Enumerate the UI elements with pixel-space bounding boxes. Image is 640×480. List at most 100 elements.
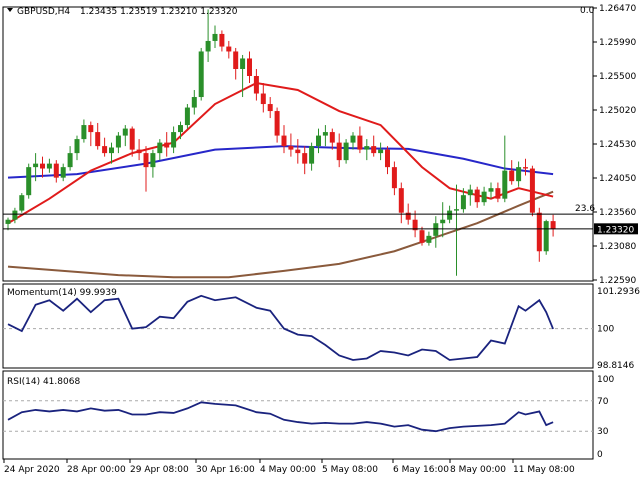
candle-body (19, 195, 25, 211)
candle (67, 146, 73, 171)
rsi-tick-30: 30 (597, 427, 609, 437)
candle (309, 142, 315, 171)
candle-body (316, 135, 321, 147)
candle (267, 97, 273, 119)
candle (164, 132, 170, 157)
symbol-label: GBPUSD,H4 (17, 7, 70, 17)
candle (233, 47, 239, 80)
candle-body (357, 135, 363, 150)
candle-body (447, 210, 453, 220)
candle (426, 231, 432, 246)
candle-body (136, 149, 142, 154)
current-price-box (594, 223, 638, 235)
price-tick-label: 1.23080 (599, 242, 636, 252)
candle-body (198, 51, 204, 98)
candle-body (233, 51, 239, 69)
candle (247, 51, 252, 84)
candle (343, 139, 349, 164)
candle (46, 158, 52, 173)
candle-body (322, 132, 328, 136)
current-price-label: 1.23320 (597, 225, 634, 235)
candle-body (67, 153, 73, 168)
price-pane[interactable]: 1.26470 1.25990 1.25500 1.25020 1.24530 1.240… (2, 4, 638, 286)
collapse-arrow-icon[interactable] (7, 8, 13, 12)
candle (529, 165, 535, 217)
candle-body (5, 219, 11, 224)
candle (329, 128, 335, 150)
candle (115, 132, 121, 154)
price-tick-label: 1.25020 (599, 106, 636, 116)
candle (440, 202, 446, 238)
time-tick-label: 24 Apr 2020 (4, 465, 60, 475)
candle-body (150, 153, 156, 168)
candle (295, 139, 301, 164)
candle (53, 160, 59, 183)
candle-body (74, 139, 80, 154)
price-tick-label: 1.25500 (599, 72, 636, 82)
rsi-line (7, 401, 554, 433)
candle (143, 146, 149, 192)
price-tick-label: 1.23560 (599, 208, 636, 218)
candle (205, 9, 211, 62)
candle-body (295, 149, 301, 154)
candle (433, 216, 439, 248)
momentum-tick-top: 101.2936 (597, 287, 640, 297)
candle (60, 163, 66, 182)
candle-body (33, 163, 39, 168)
candle-body (212, 33, 218, 41)
price-tick-label: 1.24050 (599, 174, 636, 184)
candle (385, 146, 390, 175)
candle (378, 142, 384, 161)
candle (33, 153, 39, 182)
candle-body (550, 221, 556, 229)
candle (364, 139, 370, 161)
time-tick-label: 28 Apr 00:00 (67, 465, 126, 475)
candle (391, 161, 397, 196)
rsi-tick-100: 100 (597, 375, 614, 385)
candle-body (95, 132, 101, 147)
candle-body (219, 33, 225, 47)
momentum-pane[interactable]: Momentum(14) 99.9939 101.2936 100 98.814… (2, 283, 640, 371)
candle-body (309, 146, 315, 164)
corner-value: 0.0 (580, 6, 595, 16)
candle (454, 184, 459, 276)
rsi-pane[interactable]: RSI(14) 41.8068 100 70 30 0 (2, 370, 614, 460)
candle-body (12, 210, 18, 220)
candle-body (454, 209, 459, 211)
candle (488, 182, 494, 199)
candle (157, 139, 163, 161)
candle (171, 126, 177, 154)
candle-body (364, 146, 370, 150)
candle-body (164, 142, 170, 148)
candle-body (267, 104, 273, 112)
rsi-tick-0: 0 (597, 450, 603, 460)
candle-body (60, 167, 66, 178)
price-tick-label: 1.24530 (599, 140, 636, 150)
price-tick-label: 1.26470 (599, 4, 636, 14)
sma-slow-line (7, 190, 554, 279)
candle-body (129, 128, 135, 150)
time-tick-label: 8 May 00:00 (450, 465, 506, 475)
candle (109, 142, 114, 164)
candle-body (343, 142, 349, 161)
candle (184, 104, 190, 129)
candle-body (240, 58, 246, 69)
candle-body (440, 219, 446, 224)
candle-body (260, 93, 266, 105)
candle (481, 186, 487, 206)
momentum-tick-mid: 100 (597, 325, 614, 335)
candle-body (495, 188, 501, 199)
candle (226, 40, 232, 59)
candle-body (509, 170, 515, 182)
candle-body (274, 111, 280, 136)
candle-body (191, 97, 197, 108)
candle (474, 186, 480, 208)
candle-body (171, 132, 177, 148)
candle-body (178, 125, 183, 133)
candle-body (405, 212, 411, 220)
candle-body (329, 132, 335, 143)
candle (336, 133, 342, 168)
candle (316, 128, 321, 154)
candle-body (253, 76, 259, 94)
